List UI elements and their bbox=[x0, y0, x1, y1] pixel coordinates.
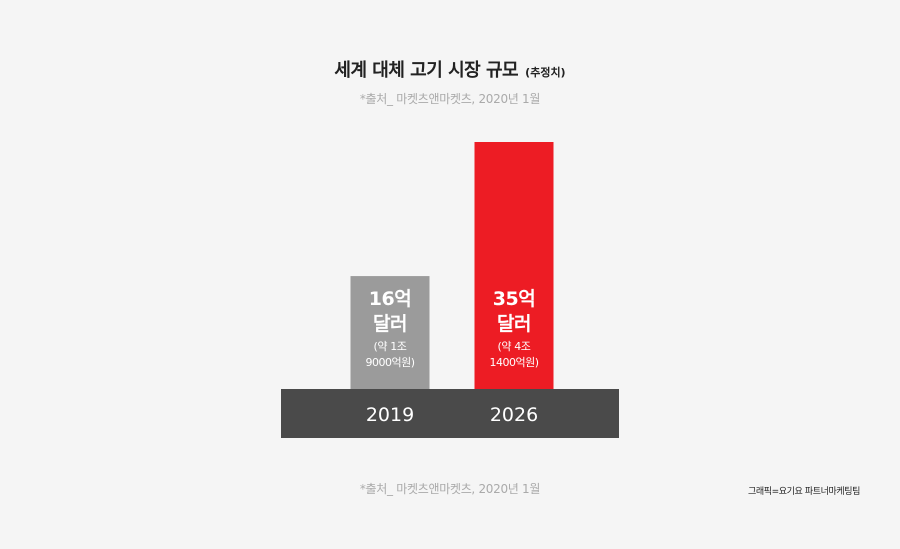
x-tick-label: 2026 bbox=[490, 404, 538, 426]
bar-unit-label: 달러 bbox=[373, 313, 407, 335]
bar-value-label: 16억 bbox=[369, 288, 411, 310]
source-note-bottom: *출처_ 마켓츠앤마켓츠, 2020년 1월 bbox=[359, 482, 541, 496]
bar-krw-note: (약 4조 bbox=[497, 339, 530, 353]
graphic-credit: 그래픽=요기요 파트너마케팅팀 bbox=[748, 487, 861, 497]
bar-unit-label: 달러 bbox=[497, 313, 531, 335]
title-text: 세계 대체 고기 시장 규모 bbox=[334, 60, 519, 81]
bar-krw-note: 1400억원) bbox=[489, 356, 538, 369]
source-note-top: *출처_ 마켓츠앤마켓츠, 2020년 1월 bbox=[359, 92, 541, 106]
chart-baseline bbox=[281, 389, 619, 438]
chart-title: 세계 대체 고기 시장 규모 (추정치) bbox=[0, 56, 900, 82]
bar-2026 bbox=[474, 142, 554, 389]
bar-2019 bbox=[350, 276, 430, 389]
bar-value-label: 35억 bbox=[493, 288, 535, 310]
title-note: (추정치) bbox=[525, 66, 566, 79]
x-tick-label: 2019 bbox=[366, 404, 414, 426]
bar-krw-note: (약 1조 bbox=[373, 339, 406, 353]
bar-krw-note: 9000억원) bbox=[365, 356, 414, 369]
